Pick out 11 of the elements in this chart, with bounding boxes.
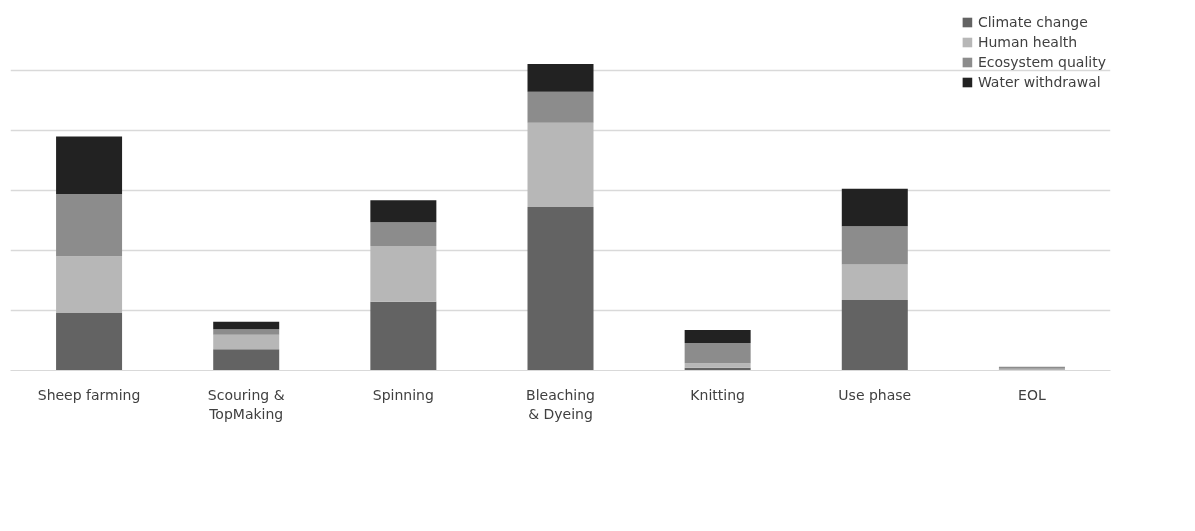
- x-tick-label: Knitting: [690, 386, 745, 403]
- x-tick-label: Use phase: [838, 386, 912, 403]
- legend-label: Climate change: [977, 14, 1088, 30]
- x-tick-label: Spinning: [372, 386, 434, 403]
- x-tick-label: EOL: [1018, 386, 1046, 403]
- legend-label: Water withdrawal: [977, 74, 1101, 90]
- legend-label: Ecosystem quality: [977, 54, 1106, 70]
- legend-label: Human health: [977, 34, 1078, 50]
- x-tick-label: Scouring & TopMaking: [207, 386, 285, 422]
- x-tick-label: Bleaching & Dyeing: [526, 386, 595, 422]
- x-tick-label: Sheep farming: [37, 386, 141, 403]
